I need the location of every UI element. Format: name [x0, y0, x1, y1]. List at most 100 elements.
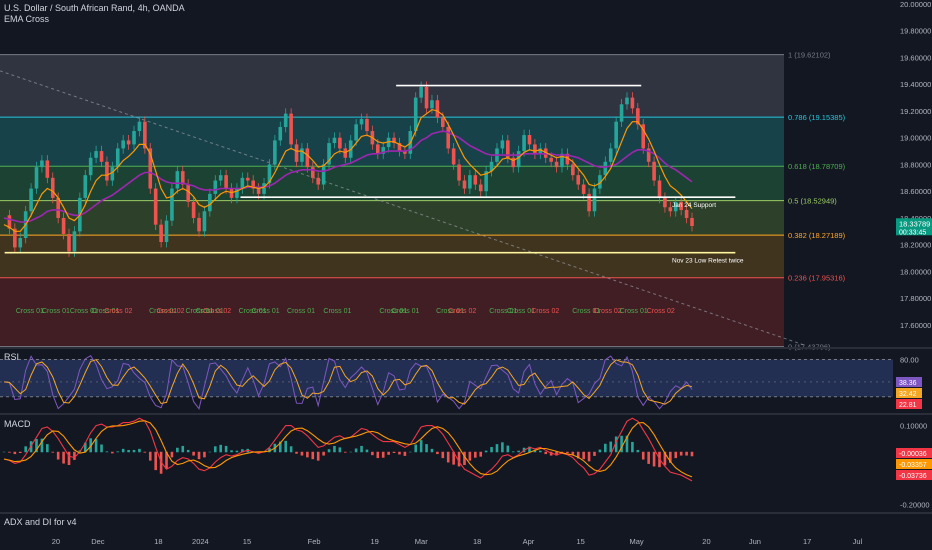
candle-body: [235, 188, 239, 198]
candle-body: [321, 164, 326, 185]
candle-body: [397, 143, 402, 152]
candle-body: [245, 177, 250, 181]
candle-body: [143, 121, 147, 149]
macd-histogram-bar: [392, 451, 396, 453]
candle-body: [289, 113, 293, 145]
rsi-label[interactable]: RSI: [4, 352, 20, 362]
cross-label: Cross 01: [323, 308, 351, 315]
candle-body: [99, 151, 104, 162]
macd-badge-text: -0.00036: [899, 451, 927, 458]
candle-body: [478, 184, 483, 192]
current-price-badge: [896, 218, 932, 236]
macd-pane[interactable]: [2, 417, 694, 482]
macd-histogram-bar: [690, 451, 694, 457]
price-tick: 20.00000: [900, 0, 931, 9]
time-axis[interactable]: 20 Dec 18 2024 15 Feb 19 Mar 18 Apr 15 May 20 Jun 17 Ju…: [0, 533, 932, 550]
macd-histogram-bar: [446, 451, 450, 463]
macd-histogram-bar: [614, 436, 618, 453]
candle-body: [327, 143, 331, 165]
candle-body: [159, 224, 163, 243]
time-tick: Feb: [308, 537, 321, 546]
cross-label: Cross 01: [91, 308, 119, 315]
time-tick: May: [629, 537, 643, 546]
ema-cross-label[interactable]: EMA Cross: [4, 14, 50, 24]
cross-label: Cross 01: [16, 308, 44, 315]
cross-label: Cross 02: [448, 308, 476, 315]
macd-histogram-bar: [620, 435, 623, 453]
macd-histogram-bar: [468, 451, 472, 461]
macd-label[interactable]: MACD: [4, 419, 31, 429]
macd-histogram-bar: [192, 451, 195, 456]
rsi-badge-text: 38.36: [899, 380, 917, 387]
macd-histogram-bar: [360, 445, 363, 453]
macd-histogram-bar: [647, 451, 650, 464]
macd-histogram-bar: [2, 451, 6, 453]
macd-histogram-bar: [132, 449, 136, 453]
macd-histogram-bar: [430, 448, 434, 453]
macd-histogram-bar: [474, 451, 477, 458]
macd-histogram-bar: [414, 444, 418, 453]
macd-tick: 0.10000: [900, 421, 927, 430]
candle-body: [636, 108, 640, 125]
candle-body: [132, 131, 136, 145]
candle-body: [45, 160, 50, 178]
macd-histogram-bar: [186, 449, 190, 453]
rsi-pane[interactable]: [0, 355, 893, 410]
cross-label: Cross 01: [572, 308, 600, 315]
macd-badge: [896, 470, 932, 480]
macd-histogram-bar: [203, 451, 206, 458]
macd-histogram-bar: [224, 445, 228, 453]
candle-body: [641, 124, 646, 149]
candle-body: [365, 119, 369, 132]
cross-label: Cross 01: [239, 308, 267, 315]
candle-body: [316, 177, 321, 185]
price-series[interactable]: [3, 81, 694, 257]
candle-body: [684, 209, 689, 218]
candle-body: [506, 140, 510, 158]
fib-label: 0.786 (19.15385): [788, 113, 846, 122]
macd-histogram-bar: [94, 439, 98, 453]
candle-body: [29, 188, 33, 212]
candle-body: [468, 175, 472, 189]
macd-histogram-bar: [24, 446, 27, 453]
macd-histogram-bar: [604, 443, 607, 453]
ema-fast-line: [3, 108, 693, 232]
candle-body: [565, 153, 570, 165]
fib-label: 1 (19.62102): [788, 51, 831, 60]
candle-body: [489, 161, 494, 172]
macd-histogram-bar: [555, 451, 558, 456]
macd-histogram-bar: [679, 451, 683, 456]
candle-body: [419, 86, 423, 98]
macd-histogram-bar: [13, 451, 17, 455]
candle-body: [105, 161, 109, 181]
macd-histogram-bar: [138, 448, 141, 453]
candle-body: [571, 164, 575, 176]
candle-body: [549, 157, 553, 162]
candle-body: [430, 100, 434, 109]
macd-histogram-bar: [403, 451, 407, 456]
macd-histogram-bar: [219, 444, 222, 453]
candle-body: [500, 140, 505, 149]
macd-histogram-bar: [387, 451, 390, 455]
macd-histogram-bar: [338, 447, 342, 453]
adx-label[interactable]: ADX and DI for v4: [4, 517, 77, 527]
macd-badge: [896, 459, 932, 469]
rsi-badge: [896, 399, 922, 409]
macd-badge-text: -0.03357: [899, 462, 927, 469]
macd-histogram-bar: [51, 451, 55, 453]
candle-body: [310, 167, 315, 178]
time-tick: 2024: [192, 537, 209, 546]
candle-body: [354, 124, 358, 141]
time-tick: 20: [52, 537, 60, 546]
fib-zone: [0, 235, 784, 278]
candle-body: [403, 151, 407, 154]
candle-body: [305, 148, 310, 168]
candle-body: [424, 86, 429, 109]
candle-body: [673, 201, 678, 212]
candle-body: [88, 157, 93, 176]
macd-histogram-bar: [457, 451, 461, 467]
macd-histogram-bar: [685, 451, 688, 456]
macd-histogram-bar: [560, 451, 564, 453]
